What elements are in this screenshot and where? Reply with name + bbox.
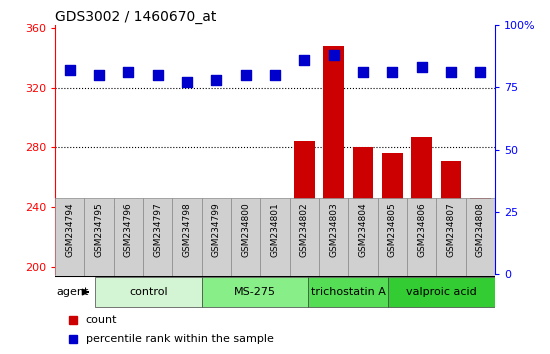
Bar xyxy=(265,225,285,354)
Text: percentile rank within the sample: percentile rank within the sample xyxy=(86,333,274,344)
Bar xyxy=(294,141,315,354)
Point xyxy=(271,72,279,78)
Text: control: control xyxy=(129,287,168,297)
Bar xyxy=(260,198,290,276)
Point xyxy=(241,72,250,78)
Text: valproic acid: valproic acid xyxy=(406,287,477,297)
Point xyxy=(388,69,397,75)
Text: count: count xyxy=(86,315,117,325)
Bar xyxy=(89,207,109,354)
Bar xyxy=(95,277,202,307)
Bar xyxy=(441,161,461,354)
Bar xyxy=(177,262,197,354)
Text: GSM234805: GSM234805 xyxy=(388,202,397,257)
Bar xyxy=(231,198,260,276)
Point xyxy=(300,57,309,63)
Bar xyxy=(84,198,114,276)
Bar xyxy=(353,147,373,354)
Point xyxy=(359,69,367,75)
Text: GSM234794: GSM234794 xyxy=(65,202,74,257)
Bar xyxy=(388,277,495,307)
Text: GSM234806: GSM234806 xyxy=(417,202,426,257)
Bar xyxy=(470,198,491,354)
Bar xyxy=(147,213,168,354)
Point xyxy=(124,69,133,75)
Point xyxy=(329,52,338,58)
Bar xyxy=(407,198,436,276)
Text: GSM234807: GSM234807 xyxy=(447,202,455,257)
Bar xyxy=(290,198,319,276)
Point xyxy=(476,69,485,75)
Text: GSM234797: GSM234797 xyxy=(153,202,162,257)
Bar xyxy=(411,137,432,354)
Bar xyxy=(172,198,202,276)
Point xyxy=(417,64,426,70)
Point xyxy=(447,69,455,75)
Bar xyxy=(319,198,348,276)
Bar xyxy=(202,198,231,276)
Bar xyxy=(378,198,407,276)
Bar xyxy=(382,153,403,354)
Text: GSM234796: GSM234796 xyxy=(124,202,133,257)
Text: GDS3002 / 1460670_at: GDS3002 / 1460670_at xyxy=(55,10,216,24)
Bar xyxy=(348,198,378,276)
Text: GSM234802: GSM234802 xyxy=(300,202,309,257)
Point xyxy=(153,72,162,78)
Bar xyxy=(59,202,80,354)
Text: GSM234799: GSM234799 xyxy=(212,202,221,257)
Text: agent: agent xyxy=(56,287,89,297)
Point xyxy=(212,77,221,82)
Text: trichostatin A: trichostatin A xyxy=(311,287,386,297)
Bar xyxy=(466,198,495,276)
Bar xyxy=(309,277,388,307)
Text: GSM234808: GSM234808 xyxy=(476,202,485,257)
Text: GSM234795: GSM234795 xyxy=(95,202,103,257)
Text: GSM234800: GSM234800 xyxy=(241,202,250,257)
Bar xyxy=(235,225,256,354)
Text: GSM234804: GSM234804 xyxy=(359,202,367,257)
Bar xyxy=(114,198,143,276)
Bar xyxy=(202,277,309,307)
Text: GSM234801: GSM234801 xyxy=(271,202,279,257)
Bar xyxy=(143,198,172,276)
Bar xyxy=(323,46,344,354)
Point xyxy=(95,72,103,78)
Bar xyxy=(436,198,466,276)
Bar xyxy=(206,245,227,354)
Point xyxy=(65,67,74,73)
Text: MS-275: MS-275 xyxy=(234,287,276,297)
Bar xyxy=(118,202,139,354)
Text: GSM234803: GSM234803 xyxy=(329,202,338,257)
Bar xyxy=(55,198,84,276)
Text: GSM234798: GSM234798 xyxy=(183,202,191,257)
Point xyxy=(183,79,191,85)
